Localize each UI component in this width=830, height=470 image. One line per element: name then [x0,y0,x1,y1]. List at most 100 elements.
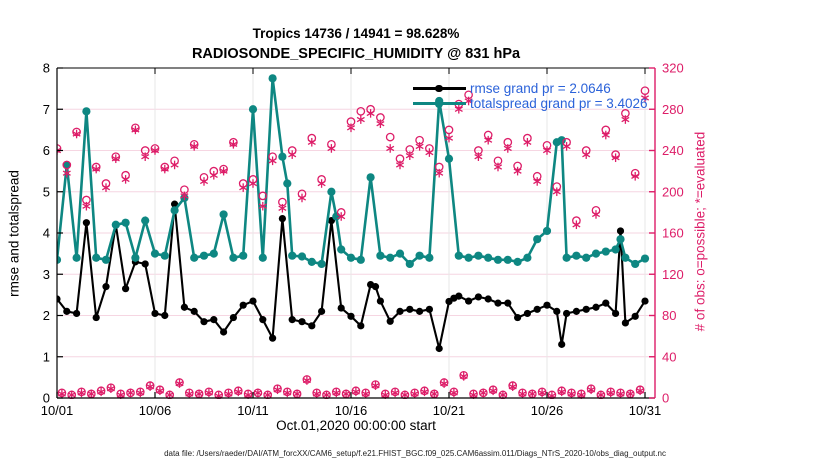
totalspread-marker [92,253,101,262]
evaluated-marker [101,183,111,192]
evaluated-marker [464,96,473,106]
rmse-marker [102,283,110,291]
evaluated-marker [640,93,650,103]
rmse-marker [298,318,306,326]
evaluated-marker [297,193,307,203]
y-right-tick-label: 120 [662,267,684,282]
plot-title-variable: RADIOSONDE_SPECIFIC_HUMIDITY @ 831 hPa [191,46,521,62]
y-right-tick-label: 320 [662,61,684,76]
totalspread-marker [56,255,62,264]
rmse-marker [92,313,100,322]
evaluated-marker [518,389,527,399]
totalspread-marker [337,245,346,254]
rmse-marker [239,301,247,309]
evaluated-marker [234,387,243,397]
rmse-marker [533,305,541,313]
y-right-tick-label: 40 [662,349,676,364]
evaluated-marker [185,389,194,399]
y-left-tick-label: 0 [43,391,50,406]
y-left-tick-label: 8 [43,61,50,76]
rmse-marker [376,297,384,305]
rmse-marker [82,219,90,227]
rmse-marker [543,301,551,309]
totalspread-marker [121,218,130,227]
evaluated-marker [278,203,287,213]
y-left-tick-label: 6 [43,143,50,158]
rmse-marker [171,200,179,208]
evaluated-marker [82,201,91,211]
rmse-marker [337,304,345,312]
evaluated-marker [160,164,169,174]
rmse-marker [558,340,566,348]
y-left-tick-label: 3 [43,267,50,282]
y-left-tick-label: 2 [43,308,50,323]
totalspread-marker [523,253,532,262]
totalspread-marker [297,252,307,261]
evaluated-marker [542,146,552,155]
legend-item-rmse: rmse grand pr = 2.0646 [413,81,648,96]
evaluated-marker [626,389,635,399]
rmse-marker [269,334,277,342]
totalspread-marker [190,253,199,262]
totalspread-marker [327,187,336,196]
evaluated-marker [302,376,311,385]
evaluated-marker [268,156,277,166]
totalspread-marker [307,257,316,266]
evaluated-marker [484,135,493,145]
y-left-tick-label: 4 [43,226,50,241]
evaluated-marker [150,146,160,155]
evaluated-marker [72,129,81,139]
totalspread-marker [582,253,591,262]
totalspread-marker [268,74,277,83]
y-right-tick-label: 160 [662,226,684,241]
evaluated-marker [405,151,414,160]
totalspread-marker [229,253,238,262]
evaluated-marker [591,210,601,219]
rmse-marker [435,344,443,353]
x-tick-label: 10/06 [139,403,172,418]
totalspread-marker [258,253,267,262]
legend-item-totalspread: totalspread grand pr = 3.4026 [413,96,648,111]
rmse-marker [249,297,257,305]
evaluated-marker [376,119,385,128]
y-right-tick-label: 240 [662,143,684,158]
totalspread-marker [533,235,542,244]
evaluated-marker [489,386,498,396]
evaluated-marker [180,191,189,201]
evaluated-marker [631,171,640,181]
rmse-marker [347,312,355,320]
evaluated-marker [214,391,223,399]
evaluated-marker [87,389,96,399]
evaluated-marker [410,389,419,399]
rmse-marker [612,309,620,318]
rmse-marker [621,319,630,327]
evaluated-marker [479,388,488,398]
evaluated-marker [503,144,512,153]
evaluated-marker [572,220,581,230]
evaluated-marker [57,389,66,399]
rmse-marker [180,303,188,311]
totalspread-marker [484,253,493,262]
totalspread-marker [72,253,81,262]
totalspread-marker [601,247,610,256]
totalspread-marker [562,253,571,262]
evaluated-marker [332,388,341,398]
totalspread-marker [160,251,169,260]
evaluated-marker [636,386,645,396]
totalspread-marker [474,251,483,260]
possible-marker [356,106,366,116]
evaluated-marker [395,160,405,170]
evaluated-marker [430,389,439,399]
totalspread-marker [640,254,650,263]
totalspread-marker [425,253,434,262]
rmse-marker [455,292,463,300]
evaluated-marker [293,389,302,399]
totalspread-marker [611,245,620,254]
evaluated-marker [606,388,615,398]
evaluated-marker [587,385,596,395]
totalspread-marker [542,226,552,236]
evaluated-marker [386,144,395,153]
possible-marker [444,125,454,135]
totalspread-marker [631,259,640,269]
